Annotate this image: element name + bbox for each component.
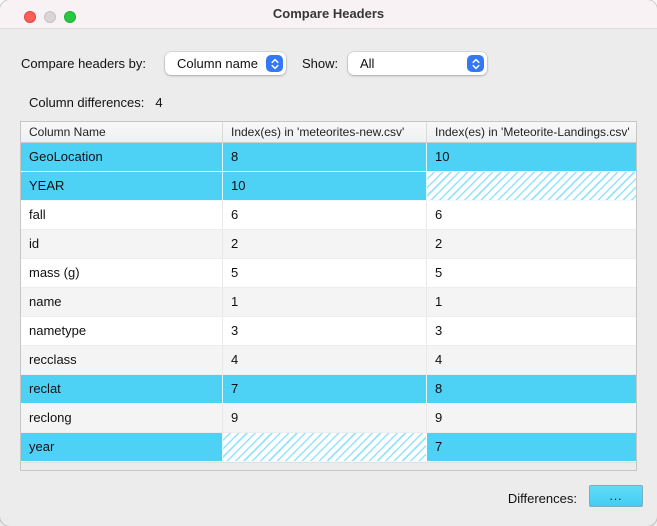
show-select[interactable]: All [348, 52, 487, 75]
table-scroll-track[interactable] [21, 462, 636, 470]
table-row[interactable]: nametype 3 3 [21, 317, 636, 346]
table-cell[interactable]: 9 [223, 404, 427, 432]
table-row[interactable]: YEAR 10 [21, 172, 636, 201]
table-cell[interactable]: nametype [21, 317, 223, 345]
chevron-up-down-icon [467, 55, 484, 72]
table-row[interactable]: recclass 4 4 [21, 346, 636, 375]
table-cell[interactable] [427, 172, 636, 200]
table-cell[interactable]: 5 [223, 259, 427, 287]
show-label: Show: [302, 56, 339, 71]
window-title: Compare Headers [272, 6, 385, 21]
table-cell[interactable]: 3 [435, 323, 443, 338]
table-cell[interactable]: 3 [223, 317, 427, 345]
table-header-row: Column Name Index(es) in 'meteorites-new… [21, 122, 636, 143]
zoom-icon[interactable] [64, 11, 76, 23]
table-cell[interactable]: 7 [223, 375, 427, 403]
column-header-landings[interactable]: Index(es) in 'Meteorite-Landings.csv' [435, 125, 630, 139]
table-body: GeoLocation 8 10 YEAR 10 fall 6 6 id 2 2 mass (g) 5 5… [21, 143, 636, 462]
table-cell[interactable]: reclong [21, 404, 223, 432]
table-cell[interactable]: GeoLocation [21, 143, 223, 171]
table-cell[interactable]: 8 [223, 143, 427, 171]
table-row[interactable]: name 1 1 [21, 288, 636, 317]
table-cell[interactable]: 4 [435, 352, 443, 367]
table-cell[interactable]: 10 [435, 149, 450, 164]
close-icon[interactable] [24, 11, 36, 23]
table-row[interactable]: year 7 [21, 433, 636, 462]
minimize-icon[interactable] [44, 11, 56, 23]
table-cell[interactable]: 10 [223, 172, 427, 200]
table-row[interactable]: reclat 7 8 [21, 375, 636, 404]
column-differences-label: Column differences: [29, 95, 145, 110]
table-cell[interactable]: name [21, 288, 223, 316]
compare-by-label: Compare headers by: [21, 56, 147, 71]
table-cell[interactable]: recclass [21, 346, 223, 374]
table-cell[interactable]: 7 [435, 439, 443, 454]
traffic-lights [24, 11, 76, 23]
chevron-up-down-icon [266, 55, 283, 72]
table-cell[interactable]: 8 [435, 381, 443, 396]
show-value: All [360, 56, 375, 71]
table-row[interactable]: GeoLocation 8 10 [21, 143, 636, 172]
table-cell[interactable]: 9 [435, 410, 443, 425]
table-row[interactable]: fall 6 6 [21, 201, 636, 230]
differences-button[interactable]: ... [589, 485, 643, 507]
table-row[interactable]: id 2 2 [21, 230, 636, 259]
table-cell[interactable]: 4 [223, 346, 427, 374]
table-cell[interactable]: 2 [435, 236, 443, 251]
table-cell[interactable]: 6 [435, 207, 443, 222]
table-cell[interactable]: fall [21, 201, 223, 229]
column-header-name[interactable]: Column Name [21, 122, 223, 142]
compare-by-select[interactable]: Column name [165, 52, 286, 75]
table-cell[interactable]: 1 [435, 294, 443, 309]
compare-by-value: Column name [177, 56, 258, 71]
table-cell[interactable]: 5 [435, 265, 443, 280]
headers-comparison-table: Column Name Index(es) in 'meteorites-new… [20, 121, 637, 471]
column-header-new-csv[interactable]: Index(es) in 'meteorites-new.csv' [223, 122, 427, 142]
table-cell[interactable]: 2 [223, 230, 427, 258]
titlebar: Compare Headers [0, 0, 657, 29]
table-cell[interactable]: reclat [21, 375, 223, 403]
column-differences-count: 4 [155, 95, 163, 110]
table-cell[interactable]: id [21, 230, 223, 258]
table-cell[interactable]: mass (g) [21, 259, 223, 287]
table-cell[interactable]: 1 [223, 288, 427, 316]
table-cell[interactable] [223, 433, 427, 461]
table-cell[interactable]: 6 [223, 201, 427, 229]
column-differences-summary: Column differences: 4 [29, 95, 163, 110]
table-row[interactable]: reclong 9 9 [21, 404, 636, 433]
table-cell[interactable]: YEAR [21, 172, 223, 200]
table-row[interactable]: mass (g) 5 5 [21, 259, 636, 288]
table-cell[interactable]: year [21, 433, 223, 461]
differences-label: Differences: [507, 491, 577, 506]
